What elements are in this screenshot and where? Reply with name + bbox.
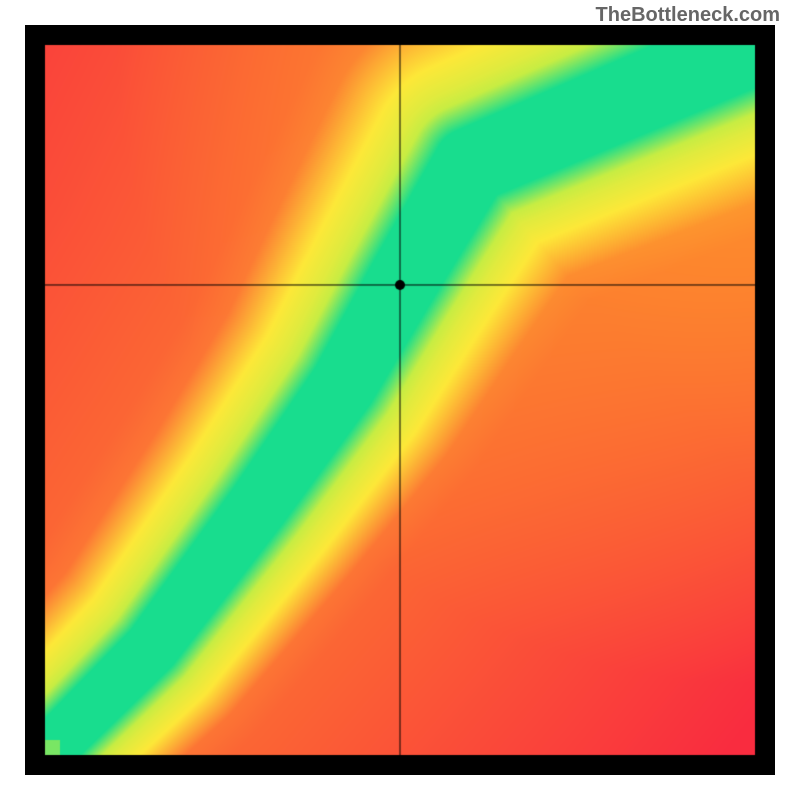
heatmap-canvas bbox=[25, 25, 775, 775]
chart-container: TheBottleneck.com bbox=[0, 0, 800, 800]
chart-frame bbox=[25, 25, 775, 775]
watermark-text: TheBottleneck.com bbox=[596, 4, 780, 27]
